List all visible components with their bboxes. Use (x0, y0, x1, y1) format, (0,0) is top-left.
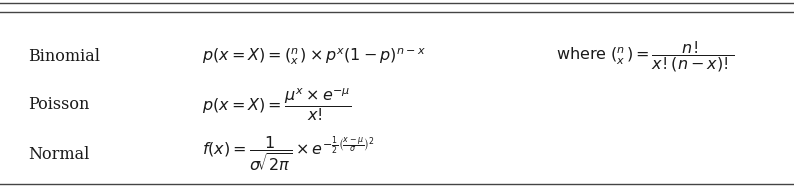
Text: $p(x = X) = \dfrac{\mu^{x} \times e^{-\mu}}{x!}$: $p(x = X) = \dfrac{\mu^{x} \times e^{-\m… (202, 86, 352, 123)
Text: Normal: Normal (28, 146, 89, 163)
Text: $\mathrm{where}\ \binom{n}{x} = \dfrac{n!}{x!(n-x)!}$: $\mathrm{where}\ \binom{n}{x} = \dfrac{n… (556, 39, 734, 74)
Text: $f(x) = \dfrac{1}{\sigma\!\sqrt{2\pi}} \times e^{-\frac{1}{2}\left(\frac{x-\mu}{: $f(x) = \dfrac{1}{\sigma\!\sqrt{2\pi}} \… (202, 135, 376, 174)
Text: Binomial: Binomial (28, 48, 100, 65)
Text: $p(x = X) = \binom{n}{x} \times p^{x}(1-p)^{n-x}$: $p(x = X) = \binom{n}{x} \times p^{x}(1-… (202, 46, 426, 67)
Text: Poisson: Poisson (28, 96, 89, 113)
